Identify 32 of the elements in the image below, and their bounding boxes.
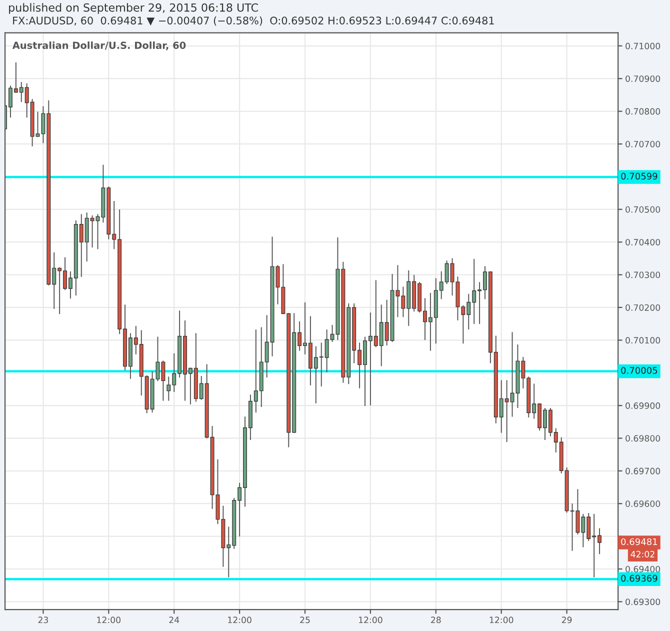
y-tick-label: 0.70900: [626, 75, 660, 82]
text: published on September 29, 2015 06:18 UTC: [9, 3, 258, 14]
x-tick-label: 12:00: [358, 616, 382, 624]
ref-line-label: 0.70599: [621, 172, 658, 180]
x-tick-label: 23: [38, 616, 48, 624]
text: 0.69481: [621, 538, 658, 546]
y-tick-label: 0.71000: [626, 42, 660, 50]
y-tick-label: 0.69900: [626, 402, 660, 409]
x-tick-label: 12:00: [228, 616, 252, 624]
ref-line-label: 0.70005: [621, 366, 658, 374]
x-tick-label: 29: [562, 616, 572, 624]
y-tick-label: 0.70500: [626, 206, 660, 213]
y-tick-label: 0.70300: [626, 272, 660, 278]
y-tick-label: 0.69300: [626, 598, 660, 606]
x-tick-label: 28: [431, 616, 441, 624]
y-tick-label: 0.69400: [626, 566, 660, 572]
y-tick-label: 0.70100: [626, 337, 660, 344]
text: 42:02: [630, 550, 654, 558]
ref-line-label: 0.69369: [621, 574, 658, 582]
y-tick-label: 0.69700: [626, 468, 660, 474]
y-tick-label: 0.70400: [626, 238, 660, 246]
y-tick-label: 0.69800: [626, 435, 660, 442]
y-tick-label: 0.70700: [626, 140, 660, 148]
y-tick-label: 0.70800: [626, 108, 660, 115]
chart-title: FX:AUDUSD, 60 0.69481 ▼ −0.00407 (−0.58%) O:0.69502 H:0.69523 L:0.69447 C:0.69481: [13, 16, 494, 26]
text: Australian Dollar/U.S. Dollar, 60: [12, 41, 186, 50]
y-tick-label: 0.70200: [626, 304, 660, 311]
x-tick-label: 25: [300, 616, 310, 624]
y-tick-label: 0.69600: [626, 500, 660, 508]
x-tick-label: 24: [169, 616, 180, 624]
x-tick-label: 12:00: [490, 616, 514, 624]
x-tick-label: 12:00: [97, 616, 120, 624]
